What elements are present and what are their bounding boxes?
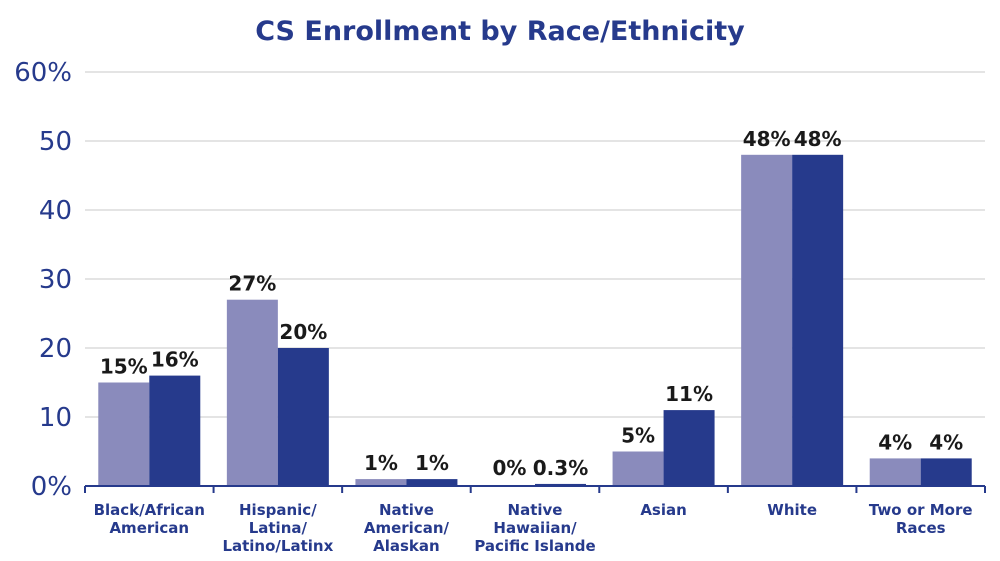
bar-series-2 <box>149 375 201 486</box>
y-tick-label: 60% <box>14 58 72 88</box>
y-tick-label: 20 <box>39 334 72 364</box>
bar-series-1 <box>98 382 150 486</box>
bar-series-2 <box>406 479 458 486</box>
y-tick-label: 30 <box>39 265 72 295</box>
x-category-label: Black/African <box>94 501 205 519</box>
data-label: 15% <box>100 355 148 379</box>
data-label: 1% <box>364 451 398 475</box>
x-category-label: Latino/Latinx <box>222 537 333 555</box>
data-label: 1% <box>415 451 449 475</box>
data-label: 4% <box>929 430 963 454</box>
data-label: 5% <box>621 424 655 448</box>
bar-series-1 <box>226 299 278 486</box>
data-label: 16% <box>151 348 199 372</box>
bar-series-1 <box>355 479 407 486</box>
x-category-label: Hawaiian/ <box>493 519 577 537</box>
x-category-label: Native <box>508 501 563 519</box>
bar-series-2 <box>535 483 586 486</box>
x-category-label: Asian <box>640 501 686 519</box>
y-tick-label: 50 <box>39 127 72 157</box>
y-tick-label: 0% <box>31 472 72 502</box>
x-category-label: Races <box>896 519 946 537</box>
x-category-label: Two or More <box>869 501 973 519</box>
x-category-label: American <box>109 519 189 537</box>
bar-series-2 <box>663 410 715 486</box>
x-category-label: White <box>767 501 817 519</box>
data-label: 48% <box>743 127 791 151</box>
bar-series-1 <box>612 451 664 486</box>
data-label: 48% <box>794 127 842 151</box>
data-label: 20% <box>279 320 327 344</box>
bar-series-2 <box>920 458 972 486</box>
y-tick-label: 10 <box>39 403 72 433</box>
data-label: 0% <box>493 456 527 480</box>
x-category-label: Pacific Islande <box>474 537 595 555</box>
bar-series-2 <box>277 348 329 486</box>
x-category-label: Latina/ <box>249 519 308 537</box>
data-label: 27% <box>228 272 276 296</box>
x-category-label: Alaskan <box>373 537 440 555</box>
bar-series-2 <box>792 154 844 487</box>
chart-title: CS Enrollment by Race/Ethnicity <box>255 16 745 47</box>
x-category-label: Hispanic/ <box>239 501 317 519</box>
y-tick-label: 40 <box>39 196 72 226</box>
data-label: 11% <box>665 382 713 406</box>
data-label: 0.3% <box>533 456 588 480</box>
x-category-label: Native <box>379 501 434 519</box>
x-category-label: American/ <box>364 519 450 537</box>
data-label: 4% <box>878 430 912 454</box>
bar-series-1 <box>869 458 921 486</box>
bar-series-1 <box>741 154 793 487</box>
